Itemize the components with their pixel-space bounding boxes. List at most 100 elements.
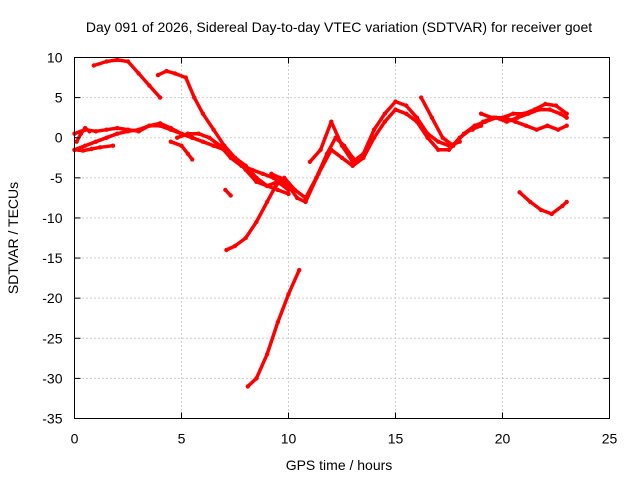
x-tick-label: 25 (602, 431, 618, 447)
data-point (245, 384, 250, 389)
data-point (125, 129, 131, 134)
data-point (564, 123, 569, 128)
x-tick-label: 10 (281, 431, 297, 447)
data-point (277, 175, 283, 180)
series-group (72, 57, 569, 389)
data-point (513, 119, 518, 124)
data-point (528, 199, 533, 205)
data-point (361, 151, 366, 156)
y-tick-label: 0 (55, 130, 63, 146)
series-points-arc-7 (168, 139, 195, 162)
data-point (125, 59, 131, 64)
data-point (564, 115, 569, 120)
y-tick-label: -35 (42, 411, 62, 427)
data-point (104, 127, 109, 132)
data-point (192, 95, 197, 100)
data-point (232, 243, 238, 249)
series-line-arc-11 (246, 268, 301, 389)
data-point (175, 135, 180, 140)
data-point (211, 127, 216, 132)
series-points-arc-16 (478, 101, 569, 120)
data-point (157, 121, 163, 126)
data-point (350, 163, 355, 168)
data-point (429, 115, 435, 120)
data-point (98, 145, 103, 150)
y-tick-label: -10 (42, 210, 62, 226)
data-point (115, 125, 120, 131)
data-point (200, 139, 206, 144)
data-point (269, 171, 274, 176)
data-point (179, 143, 184, 148)
data-point (478, 111, 484, 116)
data-point (316, 171, 321, 176)
data-point (254, 219, 259, 225)
data-point (517, 190, 522, 195)
y-axis-ticks: -35 -30 -25 -20 -15 -10 -5 0 5 10 (42, 50, 610, 427)
data-point (419, 95, 424, 100)
data-point (555, 127, 561, 132)
y-tick-label: 5 (55, 90, 63, 106)
series-line-arc-10 (224, 135, 355, 252)
chart-title: Day 091 of 2026, Sidereal Day-to-day VTE… (86, 19, 592, 35)
series-points-arc-8 (175, 131, 287, 189)
data-point (545, 123, 550, 128)
data-point (89, 146, 94, 152)
data-point (228, 193, 233, 198)
data-point (110, 143, 116, 148)
data-point (393, 107, 398, 112)
data-point (329, 147, 334, 152)
data-point (297, 267, 302, 273)
data-point (104, 135, 109, 140)
data-point (168, 125, 173, 131)
series-points-arc-13 (307, 99, 462, 164)
series-points-arc-17 (517, 190, 569, 217)
data-point (217, 143, 223, 148)
data-point (538, 207, 544, 213)
y-tick-label: -5 (50, 170, 63, 186)
data-point (451, 143, 456, 148)
y-tick-label: -20 (42, 290, 62, 306)
data-point (481, 119, 486, 124)
data-point (264, 352, 270, 357)
data-point (549, 211, 554, 217)
data-point (564, 111, 569, 116)
data-point (239, 163, 244, 168)
data-point (228, 155, 233, 160)
data-point (489, 115, 494, 120)
plot-frame (74, 57, 610, 419)
data-point (553, 103, 559, 108)
data-point (532, 107, 537, 112)
series-line-arc-7 (169, 139, 194, 162)
data-point (564, 199, 569, 205)
data-point (264, 183, 270, 189)
data-point (155, 72, 161, 78)
x-axis-ticks: 0 5 10 15 20 25 (71, 57, 618, 447)
series-line-arc-17 (517, 190, 569, 216)
data-point (339, 143, 345, 148)
x-tick-label: 5 (178, 431, 186, 447)
data-point (157, 95, 163, 100)
data-point (382, 111, 387, 116)
series-points-arc-5 (91, 57, 163, 100)
data-point (190, 157, 195, 162)
data-point (136, 127, 141, 132)
data-point (185, 151, 191, 156)
data-point (136, 71, 141, 76)
series-points-arc-12 (269, 107, 484, 205)
data-point (286, 183, 291, 189)
data-point (211, 143, 216, 148)
series-points-arc-11 (245, 267, 302, 389)
data-point (393, 99, 398, 104)
data-point (440, 135, 445, 140)
data-point (224, 247, 229, 253)
data-point (560, 203, 565, 209)
data-point (249, 167, 255, 172)
data-point (83, 143, 88, 148)
data-point (183, 75, 188, 80)
data-point (273, 183, 278, 189)
data-point (461, 131, 467, 136)
data-point (78, 131, 84, 136)
data-point (168, 139, 173, 144)
data-point (382, 119, 387, 124)
data-point (303, 199, 308, 205)
